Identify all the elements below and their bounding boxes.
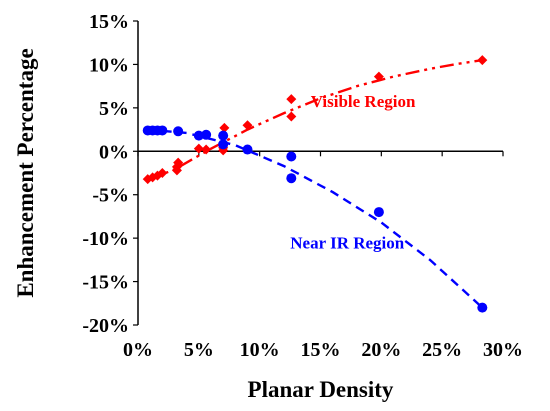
data-point-near-ir (242, 144, 253, 155)
data-point-near-ir (157, 125, 168, 136)
data-point-near-ir (218, 139, 229, 150)
data-point-visible (157, 168, 168, 178)
points-group (142, 55, 488, 313)
x-tick-label: 20% (361, 339, 401, 361)
data-point-near-ir (193, 130, 204, 141)
data-point-near-ir (286, 151, 297, 162)
data-point-near-ir (286, 173, 297, 184)
y-axis-title: Enhancement Percentage (13, 48, 38, 297)
y-tick-label: 15% (89, 11, 129, 33)
data-point-visible (193, 143, 204, 154)
data-point-visible (286, 94, 297, 105)
x-tick-label: 0% (123, 339, 153, 361)
y-tick-label: 0% (99, 141, 129, 163)
annotation-visible-region: Visible Region (311, 92, 416, 111)
y-tick-label: 10% (89, 54, 129, 76)
trendline-visible (147, 58, 483, 182)
data-point-near-ir (477, 302, 488, 313)
x-tick-label: 10% (240, 339, 280, 361)
data-point-visible (173, 157, 184, 168)
annotation-near-ir-region: Near IR Region (290, 233, 404, 252)
data-point-near-ir (373, 207, 384, 218)
labels-group: 0% 5% 10% 15% 20% 25% 30% -20% -15% -10% -5% 0% 5% 10… (82, 11, 523, 361)
data-point-visible (373, 71, 384, 82)
data-point-visible (201, 144, 212, 155)
x-tick-label: 5% (184, 339, 214, 361)
y-tick-label: 5% (99, 98, 129, 120)
data-point-near-ir (201, 129, 212, 140)
y-tick-label: -20% (82, 315, 129, 337)
data-point-visible (242, 120, 253, 131)
data-point-visible (219, 122, 230, 133)
x-tick-label: 30% (483, 339, 523, 361)
x-axis-title: Planar Density (248, 377, 394, 402)
y-tick-label: -10% (82, 228, 129, 250)
data-point-visible (477, 55, 488, 66)
y-tick-label: -5% (92, 185, 129, 207)
y-tick-label: -15% (82, 272, 129, 294)
x-tick-label: 25% (422, 339, 462, 361)
data-point-visible (286, 111, 297, 122)
x-tick-label: 15% (301, 339, 341, 361)
data-point-near-ir (173, 126, 184, 137)
data-point-near-ir (218, 130, 229, 141)
